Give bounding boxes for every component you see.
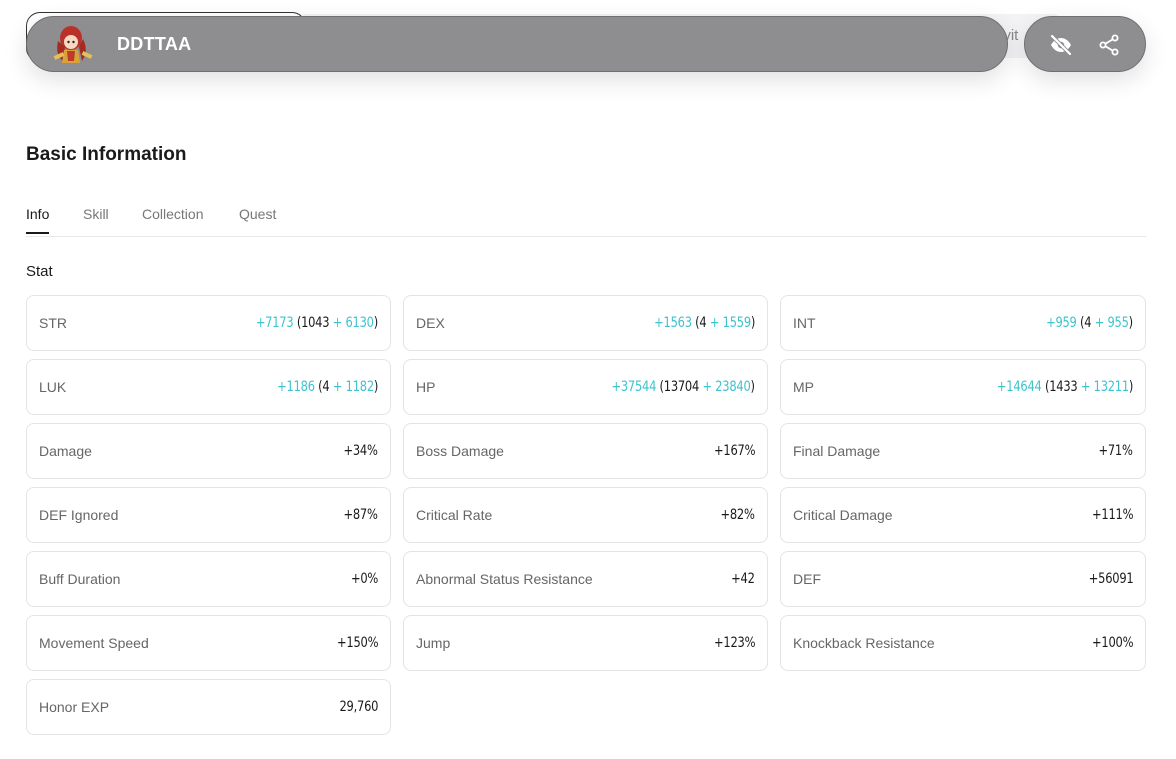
stat-base: 1433 [1049,379,1078,395]
stat-label: Movement Speed [39,635,149,651]
stat-card-def: DEF +56091 [780,551,1146,607]
stat-value: +959 (4 + 955) [1046,315,1133,331]
stat-card-abnormal-status-resistance: Abnormal Status Resistance +42 [403,551,768,607]
stat-total: +1186 [277,379,315,395]
stat-value: +100% [1091,635,1133,651]
tab-quest[interactable]: Quest [239,206,277,222]
character-avatar-icon [53,26,93,63]
stat-total: +37544 [611,379,657,395]
stat-bonus: + 955 [1094,315,1129,331]
stat-card-jump: Jump +123% [403,615,768,671]
stat-label: Knockback Resistance [793,635,935,651]
stat-label: DEF Ignored [39,507,119,523]
stat-value: +1563 (4 + 1559) [654,315,755,331]
stat-bonus: + 23840 [702,379,751,395]
tab-skill[interactable]: Skill [83,206,109,222]
stat-label: MP [793,379,814,395]
stat-label: DEX [416,315,445,331]
stat-label: Damage [39,443,92,459]
stat-label: Boss Damage [416,443,504,459]
stat-bonus: + 13211 [1080,379,1129,395]
stat-value: +7173 (1043 + 6130) [255,315,378,331]
stat-bonus: + 1559 [709,315,751,331]
stat-value: +167% [713,443,755,459]
stat-card-knockback-resistance: Knockback Resistance +100% [780,615,1146,671]
stat-value: +71% [1098,443,1133,459]
stat-label: LUK [39,379,67,395]
stat-card-buff-duration: Buff Duration +0% [26,551,391,607]
stat-card-honor-exp: Honor EXP 29,760 [26,679,391,735]
stat-card-damage: Damage +34% [26,423,391,479]
stat-base: 4 [699,315,707,331]
stat-value: +56091 [1088,571,1133,587]
stat-card-hp: HP +37544 (13704 + 23840) [403,359,768,415]
stat-card-critical-damage: Critical Damage +111% [780,487,1146,543]
stat-label: Jump [416,635,451,651]
character-name: DDTTAA [117,34,192,54]
stat-value: +150% [336,635,378,651]
stat-value: +42 [731,571,756,587]
stat-label: INT [793,315,816,331]
stat-value: +111% [1091,507,1133,523]
stat-total: +1563 [654,315,692,331]
stat-card-mp: MP +14644 (1433 + 13211) [780,359,1146,415]
stat-value: +14644 (1433 + 13211) [996,379,1134,395]
stat-label: Buff Duration [39,571,121,587]
stat-card-critical-rate: Critical Rate +82% [403,487,768,543]
stat-label: Honor EXP [39,699,110,715]
eye-off-icon[interactable] [1049,33,1073,57]
share-icon[interactable] [1097,33,1121,57]
stat-card-dex: DEX +1563 (4 + 1559) [403,295,768,351]
stat-card-def-ignored: DEF Ignored +87% [26,487,391,543]
stat-card-final-damage: Final Damage +71% [780,423,1146,479]
header-actions [1024,16,1146,72]
stat-bonus: + 1182 [332,379,374,395]
stat-base: 4 [322,379,330,395]
stat-label: Final Damage [793,443,881,459]
stat-base: 4 [1084,315,1092,331]
stat-card-int: INT +959 (4 + 955) [780,295,1146,351]
stat-label: Abnormal Status Resistance [416,571,593,587]
stat-total: +7173 [255,315,294,331]
stat-grid: STR +7173 (1043 + 6130) DEX +1563 (4 + 1… [26,295,1146,735]
section-title: Basic Information [26,144,187,165]
stat-bonus: + 6130 [332,315,374,331]
stat-label: STR [39,315,67,331]
stat-total: +959 [1046,315,1077,331]
stat-card-boss-damage: Boss Damage +167% [403,423,768,479]
tab-bar: Info Skill Collection Quest [26,206,1146,237]
stat-value: +34% [343,443,378,459]
stat-label: Critical Rate [416,507,493,523]
stat-value: +0% [350,571,378,587]
stat-value: +82% [720,507,755,523]
stat-value: 29,760 [339,699,378,715]
stat-base: 13704 [663,379,700,395]
tab-info[interactable]: Info [26,206,50,234]
stat-value: +87% [343,507,378,523]
stat-card-luk: LUK +1186 (4 + 1182) [26,359,391,415]
stat-label: Critical Damage [793,507,893,523]
stat-label: DEF [793,571,821,587]
stat-heading: Stat [26,263,53,280]
stat-card-str: STR +7173 (1043 + 6130) [26,295,391,351]
tab-collection[interactable]: Collection [142,206,204,222]
stat-base: 1043 [301,315,330,331]
character-header-bar: DDTTAA [26,16,1008,72]
stat-value: +123% [713,635,755,651]
stat-value: +37544 (13704 + 23840) [611,379,756,395]
stat-total: +14644 [996,379,1042,395]
stat-label: HP [416,379,436,395]
stat-card-movement-speed: Movement Speed +150% [26,615,391,671]
stat-value: +1186 (4 + 1182) [277,379,378,395]
